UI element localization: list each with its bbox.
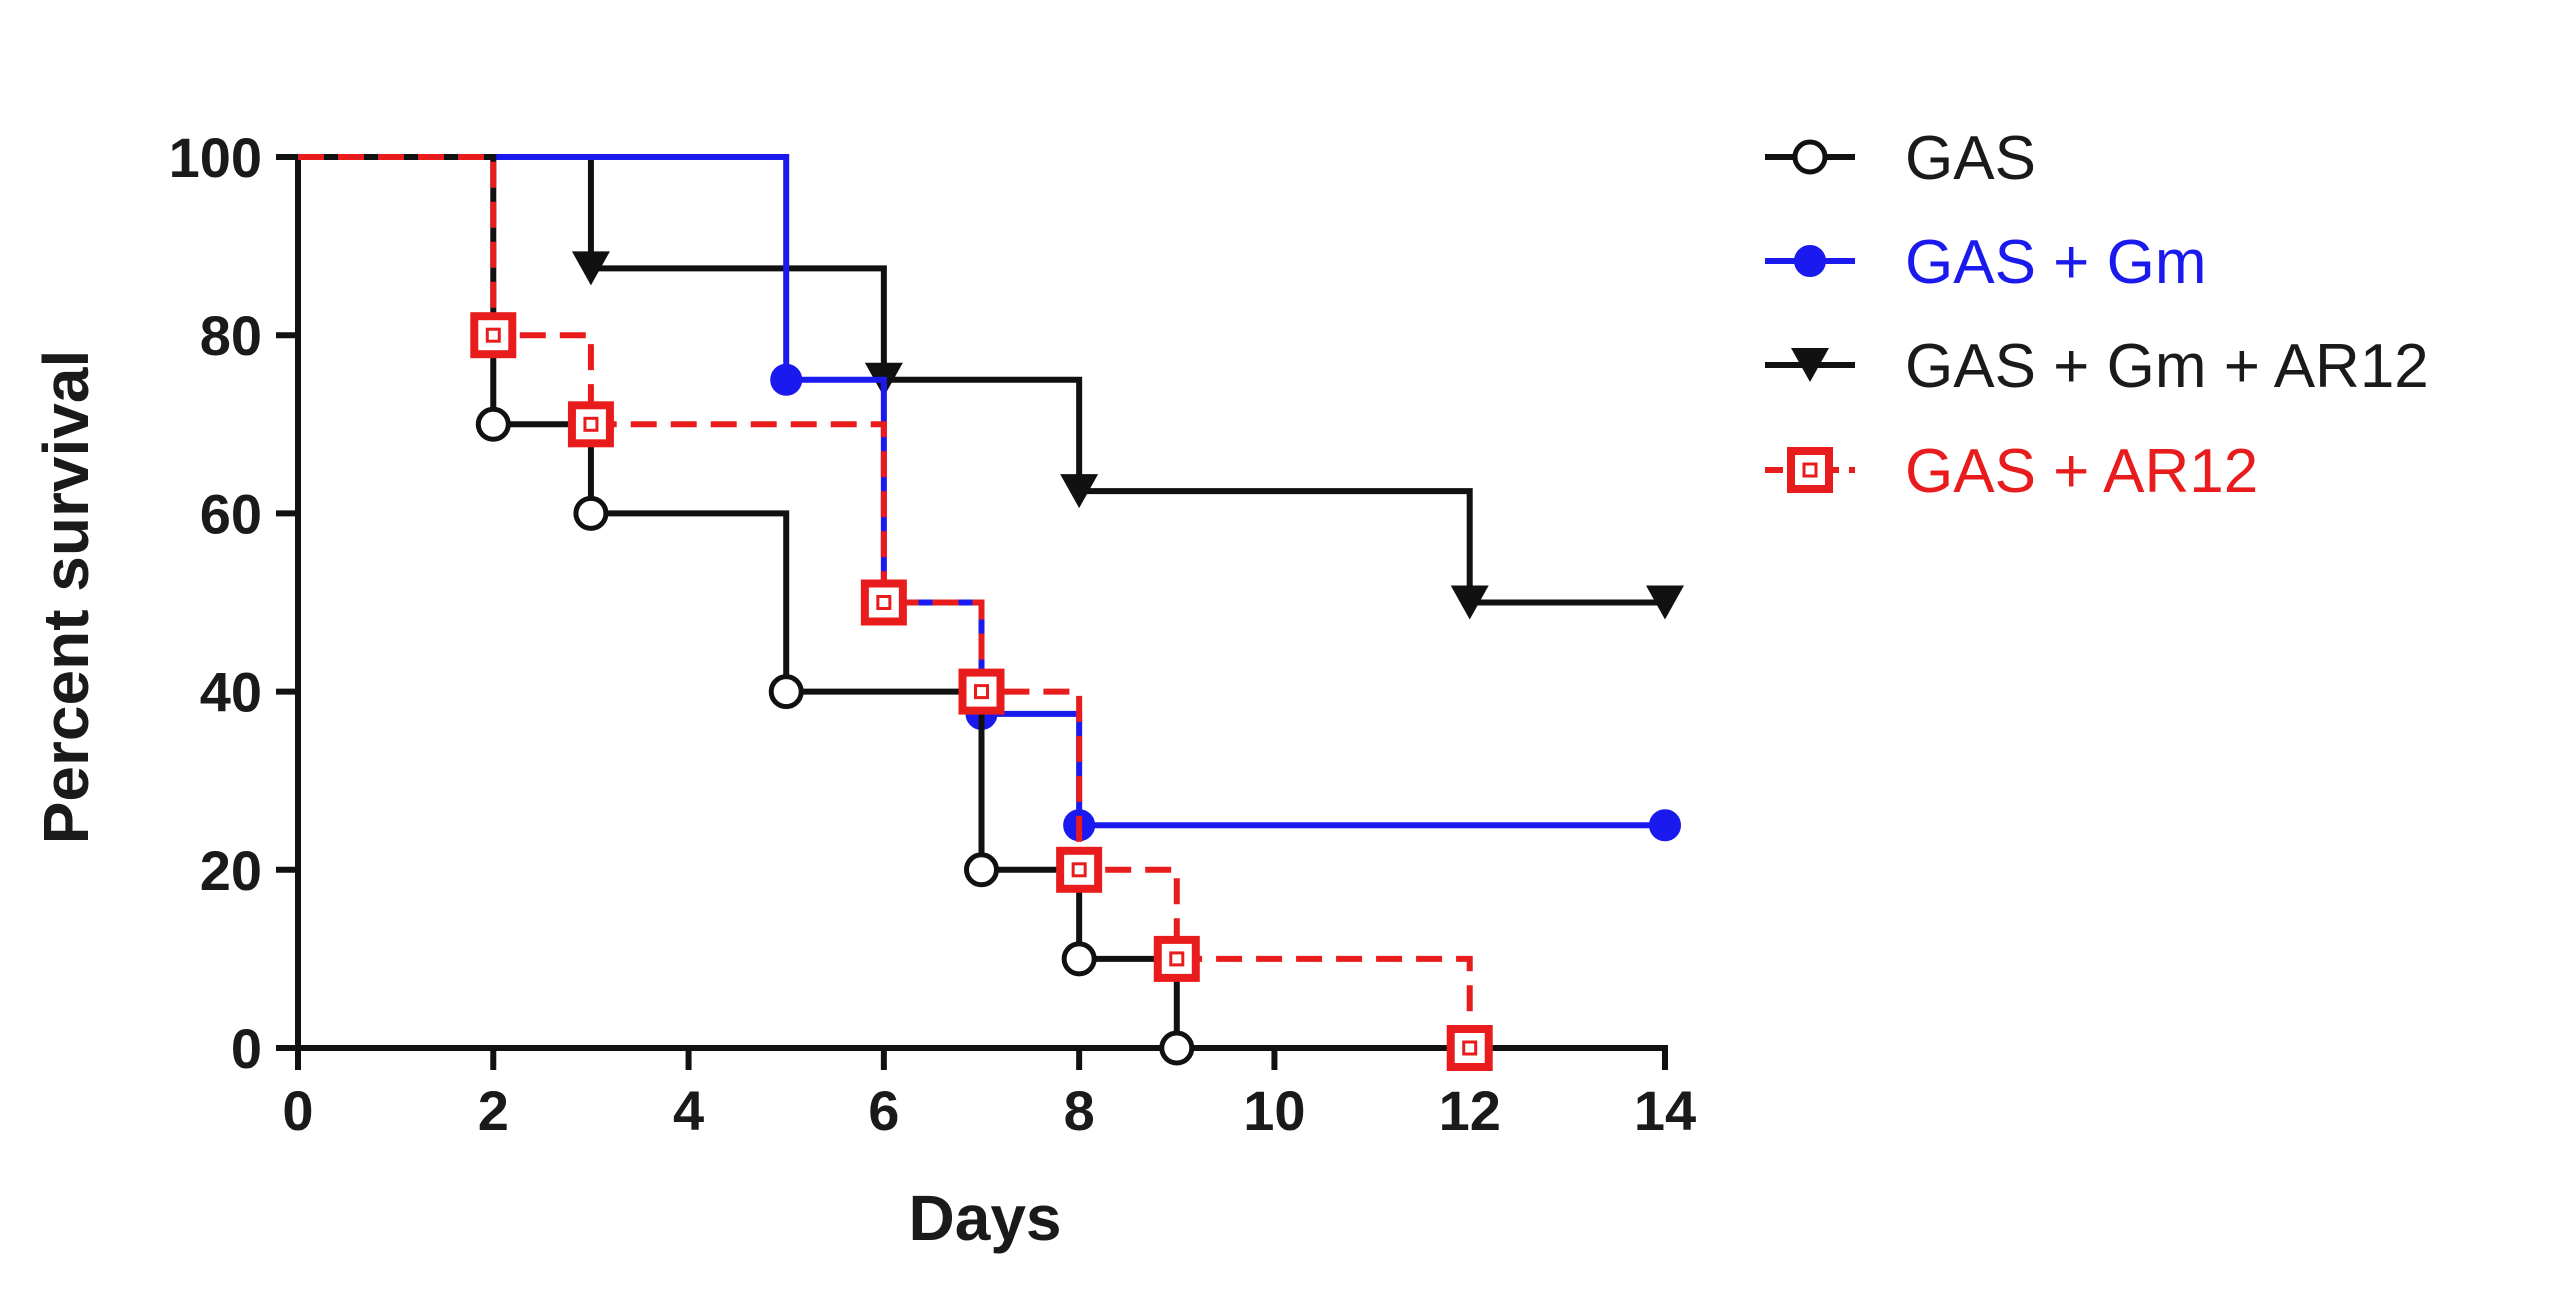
legend-marker <box>1794 245 1826 277</box>
y-tick-label: 60 <box>200 482 262 545</box>
series-line <box>298 154 1473 1048</box>
data-point-marker <box>1649 809 1681 842</box>
legend-item-gas-ar12: GAS + AR12 <box>1765 437 2258 506</box>
series-gas-gm-ar12 <box>298 154 1684 620</box>
x-tick-label: 0 <box>282 1079 313 1142</box>
legend-item-gas-gm-ar12: GAS + Gm + AR12 <box>1765 332 2429 401</box>
axes: 0 2 4 6 8 10 12 14 0 20 40 60 80 100 <box>169 126 1697 1142</box>
data-point-marker <box>964 852 999 888</box>
data-point-marker <box>573 495 609 531</box>
data-point-marker <box>1056 846 1103 893</box>
x-tick-label: 14 <box>1634 1079 1696 1142</box>
legend-label: GAS <box>1905 124 2036 193</box>
data-point-marker <box>958 668 1005 715</box>
data-point-marker <box>470 312 517 359</box>
series-line <box>298 154 1665 606</box>
x-tick-label: 2 <box>478 1079 509 1142</box>
series-line <box>298 154 1180 1048</box>
data-point-marker <box>1153 935 1200 982</box>
data-point-marker <box>860 579 907 626</box>
data-point-marker <box>768 674 804 710</box>
series-gas <box>298 154 1195 1066</box>
x-tick-label: 8 <box>1064 1079 1095 1142</box>
x-tick-label: 12 <box>1439 1079 1501 1142</box>
legend-label: GAS + Gm + AR12 <box>1905 332 2429 401</box>
y-tick-label: 0 <box>231 1017 262 1080</box>
y-tick-label: 100 <box>169 126 262 189</box>
data-point-marker <box>475 406 511 442</box>
legend-label: GAS + AR12 <box>1905 437 2258 506</box>
data-point-marker <box>1060 474 1099 509</box>
legend-item-gas: GAS <box>1765 124 2036 193</box>
legend-marker <box>1787 447 1833 493</box>
data-point-marker <box>1450 585 1489 620</box>
x-axis-title: Days <box>909 1182 1062 1254</box>
data-point-marker <box>567 401 614 448</box>
y-axis-title: Percent survival <box>30 350 102 845</box>
legend-marker <box>1792 139 1828 175</box>
data-point-marker <box>770 363 803 396</box>
y-tick-label: 20 <box>200 839 262 902</box>
data-point-marker <box>1646 585 1684 620</box>
data-point-marker <box>1159 1030 1195 1066</box>
legend-label: GAS + Gm <box>1905 228 2206 297</box>
x-tick-label: 10 <box>1243 1079 1305 1142</box>
data-point-marker <box>1061 941 1097 977</box>
legend-item-gas-gm: GAS + Gm <box>1765 228 2206 297</box>
legend: GAS GAS + Gm GAS + Gm + AR12 GAS + AR12 <box>1765 124 2429 506</box>
x-tick-label: 6 <box>868 1079 899 1142</box>
data-point-marker <box>1446 1025 1493 1071</box>
data-point-marker <box>571 251 610 286</box>
series-gas-ar12 <box>298 154 1493 1071</box>
x-axis-ticks: 0 2 4 6 8 10 12 14 <box>282 1048 1696 1142</box>
survival-series <box>298 154 1684 1071</box>
x-tick-label: 4 <box>673 1079 704 1142</box>
y-tick-label: 40 <box>200 661 262 724</box>
y-axis-ticks: 0 20 40 60 80 100 <box>169 126 298 1080</box>
legend-marker <box>1791 348 1829 382</box>
y-tick-label: 80 <box>200 304 262 367</box>
